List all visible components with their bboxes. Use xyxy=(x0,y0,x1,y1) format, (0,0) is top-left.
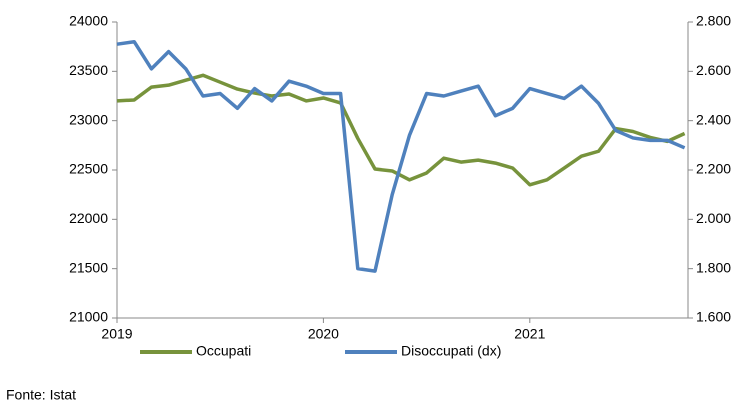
y-tick-label: 22000 xyxy=(69,210,108,226)
y-tick-label: 23000 xyxy=(69,111,108,127)
series-line xyxy=(116,39,686,273)
y-tick-label: 24000 xyxy=(69,13,108,29)
y-tick-label: 21500 xyxy=(69,259,108,275)
y2-tick-label: 2.800 xyxy=(696,13,731,29)
y-tick-label: 22500 xyxy=(69,161,108,177)
series-line xyxy=(116,73,686,187)
x-tick-label: 2020 xyxy=(308,326,339,342)
source-note: Fonte: Istat xyxy=(6,387,76,403)
x-tick-label: 2021 xyxy=(514,326,545,342)
y2-tick-label: 1.800 xyxy=(696,259,731,275)
y2-tick-label: 2.400 xyxy=(696,111,731,127)
y2-tick-label: 1.600 xyxy=(696,309,731,325)
y2-tick-label: 2.600 xyxy=(696,62,731,78)
legend-label: Disoccupati (dx) xyxy=(401,343,501,359)
legend-label: Occupati xyxy=(196,343,251,359)
y2-tick-label: 2.200 xyxy=(696,161,731,177)
x-tick-label: 2019 xyxy=(101,326,132,342)
y-tick-label: 21000 xyxy=(69,309,108,325)
y2-tick-label: 2.000 xyxy=(696,210,731,226)
y-tick-label: 23500 xyxy=(69,62,108,78)
